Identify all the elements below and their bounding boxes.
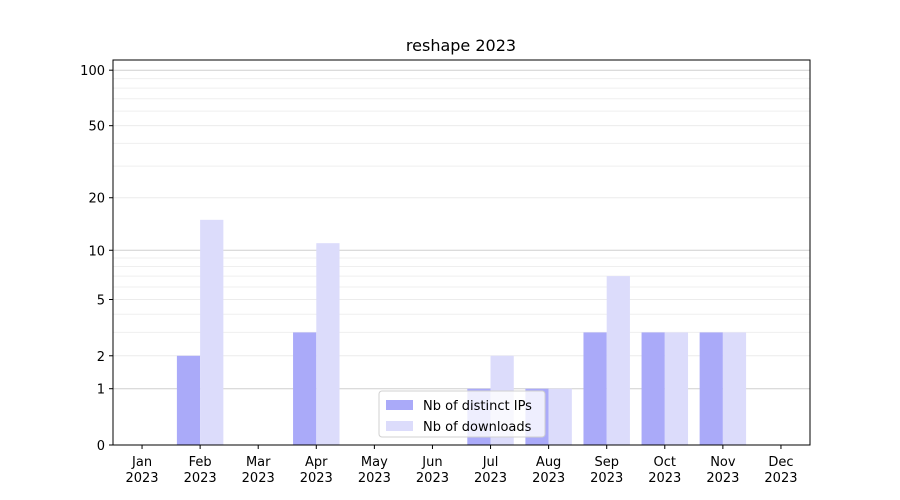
y-tick-label: 1: [97, 383, 105, 398]
x-tick-label: Jun 2023: [416, 455, 449, 486]
bar: [722, 332, 747, 445]
bar: [641, 332, 665, 445]
bar: [606, 276, 630, 445]
x-tick-label: Mar 2023: [242, 455, 275, 486]
x-tick-label: Apr 2023: [300, 455, 333, 486]
x-tick-label: Sep 2023: [590, 455, 623, 486]
bar: [200, 219, 224, 445]
x-tick-label: Dec 2023: [764, 455, 797, 486]
x-tick-label: Jul 2023: [474, 455, 507, 486]
bar: [548, 388, 572, 445]
legend-swatch: [386, 421, 413, 431]
x-tick-label: Oct 2023: [648, 455, 681, 486]
y-tick-label: 2: [97, 350, 105, 365]
x-tick-label: May 2023: [358, 455, 391, 486]
plot-frame: [112, 59, 811, 446]
legend-box: [378, 390, 546, 438]
bar: [316, 243, 340, 445]
legend-label: Nb of downloads: [423, 420, 532, 435]
bar: [176, 355, 201, 445]
bar: [293, 332, 317, 445]
x-tick-label: Nov 2023: [706, 455, 739, 486]
x-tick-label: Aug 2023: [532, 455, 565, 486]
legend-swatch: [386, 400, 413, 410]
bar: [664, 332, 689, 445]
y-tick-label: 0: [97, 439, 105, 454]
bar: [583, 332, 607, 445]
chart-title: reshape 2023: [406, 36, 516, 55]
y-tick-label: 5: [97, 293, 105, 308]
legend-label: Nb of distinct IPs: [423, 399, 532, 414]
x-tick-label: Feb 2023: [184, 455, 217, 486]
y-tick-label: 100: [80, 64, 105, 79]
x-tick-label: Jan 2023: [125, 455, 158, 486]
y-tick-label: 10: [88, 244, 105, 259]
bar: [699, 332, 723, 445]
y-tick-label: 20: [88, 192, 105, 207]
y-tick-label: 50: [88, 120, 105, 135]
